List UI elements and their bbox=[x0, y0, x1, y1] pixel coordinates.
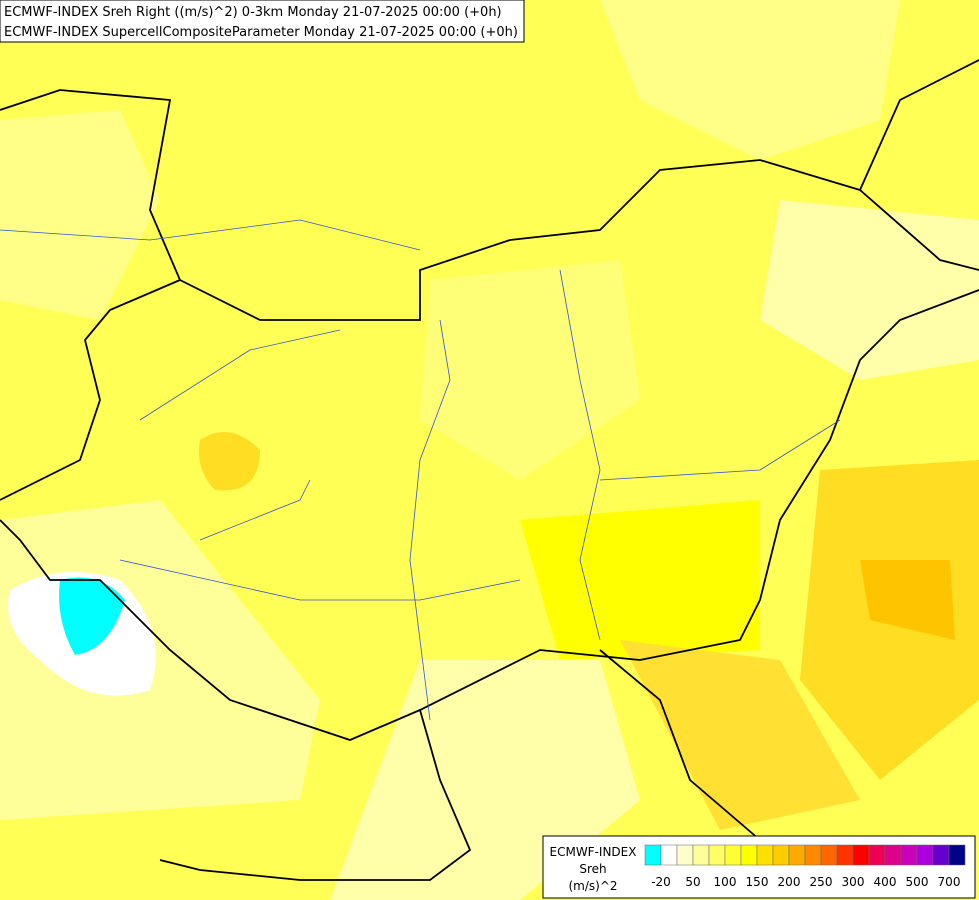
legend-swatch bbox=[788, 844, 806, 866]
legend-swatch bbox=[852, 844, 870, 866]
legend-swatch bbox=[884, 844, 902, 866]
legend-swatch bbox=[676, 844, 694, 866]
legend-tick-label: 100 bbox=[714, 875, 737, 889]
borders bbox=[0, 59, 979, 881]
legend-swatch bbox=[724, 844, 742, 866]
legend-swatch bbox=[708, 844, 726, 866]
legend-tick-label: 700 bbox=[938, 875, 961, 889]
legend-swatch bbox=[772, 844, 790, 866]
legend-swatch bbox=[836, 844, 854, 866]
legend-swatch bbox=[692, 844, 710, 866]
legend-variable: Sreh bbox=[579, 862, 606, 876]
legend-swatch bbox=[804, 844, 822, 866]
legend-unit: (m/s)^2 bbox=[568, 879, 617, 893]
legend-swatch bbox=[900, 844, 918, 866]
header-line: ECMWF-INDEX SupercellCompositeParameter … bbox=[4, 25, 518, 40]
legend-swatch bbox=[868, 844, 886, 866]
legend-swatch bbox=[740, 844, 758, 866]
legend-tick-label: 300 bbox=[842, 875, 865, 889]
legend-swatch bbox=[916, 844, 934, 866]
legend-swatch bbox=[932, 844, 950, 866]
legend: ECMWF-INDEX Sreh (m/s)^2 -20 50 100 150 200 2… bbox=[542, 835, 976, 899]
legend-swatch bbox=[660, 844, 678, 866]
legend-swatch bbox=[820, 844, 838, 866]
header-box bbox=[0, 0, 525, 43]
legend-title: ECMWF-INDEX bbox=[550, 845, 637, 859]
legend-swatch bbox=[948, 844, 966, 866]
legend-tick-label: 400 bbox=[874, 875, 897, 889]
legend-tick-label: 150 bbox=[746, 875, 769, 889]
header: ECMWF-INDEX Sreh Right ((m/s)^2) 0-3km M… bbox=[0, 0, 525, 43]
legend-tick-label: 250 bbox=[810, 875, 833, 889]
legend-tick-label: 500 bbox=[906, 875, 929, 889]
legend-tick-label: -20 bbox=[651, 875, 671, 889]
legend-tick-label: 200 bbox=[778, 875, 801, 889]
header-line: ECMWF-INDEX Sreh Right ((m/s)^2) 0-3km M… bbox=[4, 5, 502, 20]
legend-swatch bbox=[756, 844, 774, 866]
legend-swatch bbox=[644, 844, 662, 866]
legend-tick-label: 50 bbox=[685, 875, 700, 889]
rivers bbox=[0, 219, 841, 721]
